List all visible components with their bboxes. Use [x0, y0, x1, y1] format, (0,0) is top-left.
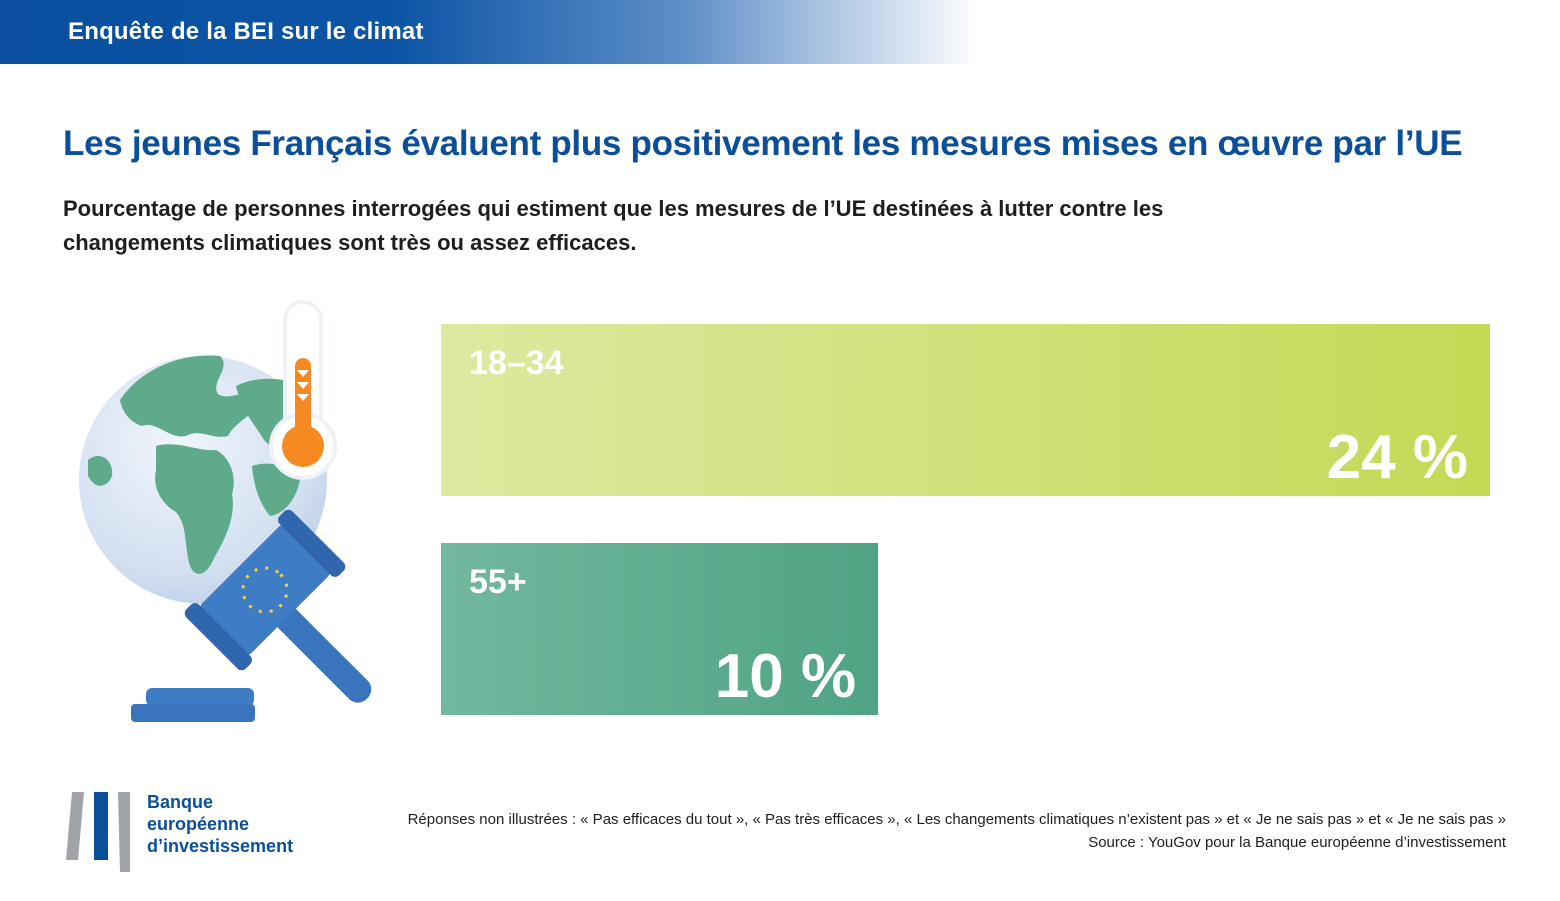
globe-gavel-illustration-icon	[79, 300, 372, 722]
header-bar: Enquête de la BEI sur le climat	[0, 0, 980, 64]
bar-55-plus	[441, 543, 879, 715]
logo-line-3: d’investissement	[147, 836, 294, 856]
bar-category-label: 18–34	[469, 344, 564, 382]
logo-line-1: Banque	[147, 792, 214, 812]
bar-value-label: 10 %	[715, 642, 856, 711]
bar-category-label: 55+	[469, 563, 527, 601]
footnote: Réponses non illustrées : « Pas efficace…	[408, 808, 1506, 854]
eib-logo-icon	[66, 792, 130, 872]
chart-subtitle: Pourcentage de personnes interrogées qui…	[63, 196, 1164, 255]
header-label: Enquête de la BEI sur le climat	[68, 18, 424, 45]
bar-18-34	[441, 324, 1490, 496]
chart-title: Les jeunes Français évaluent plus positi…	[63, 124, 1463, 163]
source-note: Source : YouGov pour la Banque européenn…	[1088, 834, 1506, 851]
bar-value-label: 24 %	[1327, 423, 1468, 492]
not-shown-note: Réponses non illustrées : « Pas efficace…	[407, 811, 1506, 828]
logo-line-2: européenne	[147, 814, 250, 834]
eib-logo-text: Banque européenne d’investissement	[147, 791, 293, 857]
